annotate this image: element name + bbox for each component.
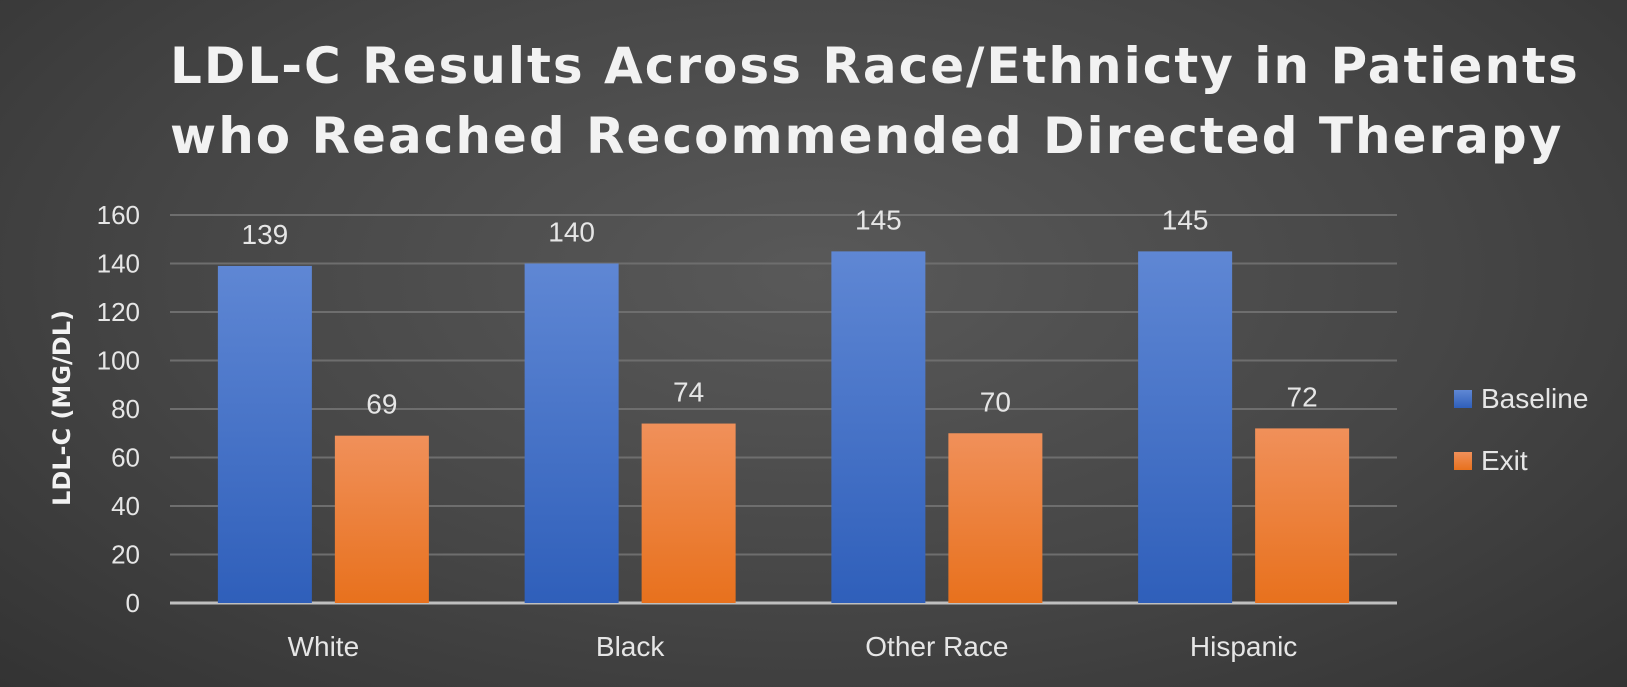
- x-axis-categories: White Black Other Race Hispanic: [288, 631, 1298, 662]
- y-tick-label: 60: [111, 443, 140, 473]
- x-category-label: Hispanic: [1190, 631, 1297, 662]
- data-label: 70: [980, 386, 1011, 417]
- data-label: 69: [366, 389, 397, 420]
- legend: Baseline Exit: [1454, 383, 1588, 476]
- data-label: 74: [673, 377, 704, 408]
- bars: [217, 251, 1350, 603]
- data-label: 145: [855, 204, 902, 235]
- y-tick-label: 140: [97, 249, 140, 279]
- data-label: 72: [1287, 381, 1318, 412]
- y-tick-label: 0: [126, 588, 140, 618]
- chart-title-line-2: who Reached Recommended Directed Therapy: [170, 107, 1563, 165]
- bar-exit-hispanic: [1255, 428, 1350, 603]
- legend-swatch-exit: [1454, 452, 1472, 470]
- legend-swatch-baseline: [1454, 390, 1472, 408]
- bar-baseline-black: [524, 263, 619, 603]
- bar-baseline-hispanic: [1138, 251, 1233, 603]
- y-tick-label: 80: [111, 394, 140, 424]
- bar-baseline-white: [217, 265, 312, 603]
- data-labels: 139 69 140 74 145 70 145 72: [242, 204, 1318, 419]
- legend-label-exit: Exit: [1481, 445, 1528, 476]
- chart-title-line-1: LDL-C Results Across Race/Ethnicty in Pa…: [170, 37, 1580, 95]
- y-tick-label: 120: [97, 297, 140, 327]
- y-axis-ticks: 0 20 40 60 80 100 120 140 160: [97, 200, 140, 618]
- x-category-label: White: [288, 631, 360, 662]
- bar-exit-black: [641, 423, 736, 603]
- y-tick-label: 100: [97, 346, 140, 376]
- y-tick-label: 160: [97, 200, 140, 230]
- legend-label-baseline: Baseline: [1481, 383, 1588, 414]
- y-tick-label: 40: [111, 491, 140, 521]
- bar-baseline-other-race: [831, 251, 926, 603]
- y-tick-label: 20: [111, 540, 140, 570]
- bar-exit-other-race: [948, 433, 1043, 603]
- x-category-label: Other Race: [865, 631, 1008, 662]
- y-axis-title: LDL-C (MG/DL): [48, 310, 76, 506]
- bar-exit-white: [334, 435, 429, 603]
- data-label: 139: [242, 219, 289, 250]
- data-label: 140: [548, 217, 595, 248]
- data-label: 145: [1162, 204, 1209, 235]
- x-category-label: Black: [596, 631, 665, 662]
